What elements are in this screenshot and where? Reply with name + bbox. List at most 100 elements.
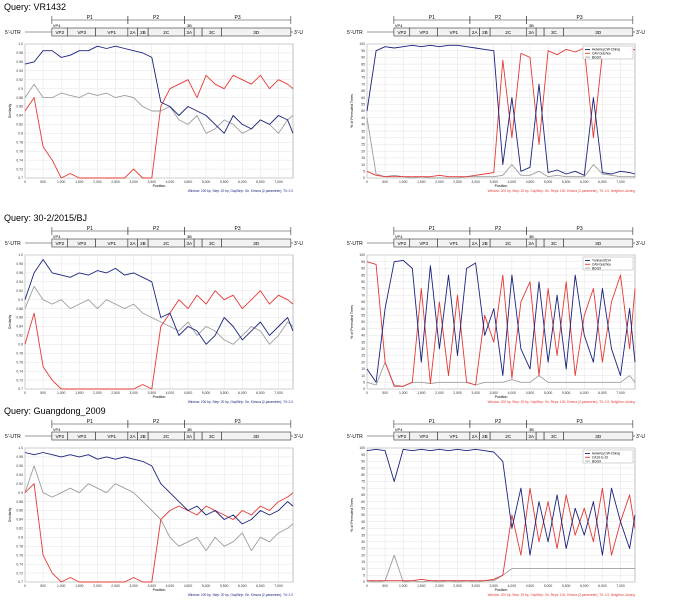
x-tick-label: 500 <box>382 584 388 588</box>
series-line-gray <box>24 285 294 345</box>
y-tick-label: 10 <box>361 567 365 571</box>
bootscan-plot-1: P1 P2 P3 3B VP4 5'-UTR VP2 VP3 VP1 2A 2B 2C 3A 3C 3D 3'… <box>347 15 645 193</box>
y-tick-label: 30 <box>361 540 365 544</box>
segment-label: VP1 <box>449 434 458 439</box>
y-tick-label: 95 <box>361 49 365 53</box>
y-tick-label: 35 <box>361 340 365 344</box>
y-tick-label: 0 <box>363 387 365 391</box>
utr5-label: 5'-UTR <box>347 30 363 36</box>
segment-label: VP1 <box>107 434 116 439</box>
y-tick-label: 1.0 <box>18 446 23 450</box>
footnote: Window: 200 bp, Step: 20 bp, GapStrip: O… <box>488 189 636 193</box>
x-tick-label: 7,000 <box>616 584 625 588</box>
y-tick-label: 75 <box>361 76 365 80</box>
y-tick-label: 70 <box>361 82 365 86</box>
region-label: P3 <box>577 226 583 232</box>
x-tick-label: 4,000 <box>508 180 517 184</box>
segment-label: 2A <box>130 241 137 246</box>
x-tick-label: 1,000 <box>399 180 408 184</box>
y-tick-label: 0.86 <box>16 105 23 109</box>
y-tick-label: 55 <box>361 507 365 511</box>
x-tick-label: 2,500 <box>111 180 120 184</box>
legend-entry: CA16-G-10 <box>592 456 608 460</box>
segment-label: VP3 <box>77 241 86 246</box>
segment-label: 2A <box>130 30 137 35</box>
x-tick-label: 6,500 <box>256 180 265 184</box>
segment-label: VP3 <box>419 434 428 439</box>
y-tick-label: 0 <box>363 176 365 180</box>
y-tick-label: 35 <box>361 533 365 537</box>
y-tick-label: 1.0 <box>18 253 23 257</box>
utr3-label: 3'-UTR <box>636 241 645 247</box>
utr3-label: 3'-UTR <box>294 434 303 440</box>
x-tick-label: 5,000 <box>202 584 211 588</box>
genome-segment <box>535 431 545 441</box>
y-tick-label: 0.84 <box>16 518 23 522</box>
y-tick-label: 5 <box>363 381 365 385</box>
y-tick-label: 0.7 <box>18 387 23 391</box>
x-axis-label: Position <box>495 395 508 399</box>
x-tick-label: 1,000 <box>57 584 66 588</box>
series-line-red <box>24 74 294 179</box>
query-title-2: Query: 30-2/2015/BJ <box>4 213 88 223</box>
segment-label-3b: 3B <box>187 234 192 239</box>
x-tick-label: 1,500 <box>417 584 426 588</box>
x-tick-label: 1,500 <box>75 180 84 184</box>
x-tick-label: 2,500 <box>111 584 120 588</box>
y-tick-label: 0.76 <box>16 360 23 364</box>
y-tick-label: 50 <box>361 109 365 113</box>
x-tick-label: 2,500 <box>453 180 462 184</box>
y-tick-label: 0.78 <box>16 544 23 548</box>
query-title-1: Query: VR1432 <box>4 2 67 12</box>
x-tick-label: 3,500 <box>490 391 499 395</box>
x-tick-label: 3,000 <box>129 391 138 395</box>
x-tick-label: 3,000 <box>129 584 138 588</box>
segment-label: 3C <box>551 30 558 35</box>
y-tick-label: 0.8 <box>18 132 23 136</box>
segment-label: 3C <box>551 434 558 439</box>
segment-label: 2B <box>482 434 488 439</box>
y-tick-label: 0 <box>363 580 365 584</box>
utr3-label: 3'-UTR <box>294 241 303 247</box>
x-tick-label: 500 <box>40 584 46 588</box>
segment-label: 2C <box>163 241 170 246</box>
legend-box <box>582 45 634 60</box>
y-tick-label: 55 <box>361 103 365 107</box>
y-tick-label: 0.8 <box>18 343 23 347</box>
segment-label-3b: 3B <box>187 427 192 432</box>
region-label: P3 <box>577 419 583 425</box>
y-tick-label: 0.74 <box>16 562 23 566</box>
region-label: P3 <box>577 15 583 21</box>
segment-label: 2A <box>472 30 479 35</box>
series-line-blue <box>366 44 636 176</box>
x-tick-label: 5,500 <box>562 391 571 395</box>
series-line-red <box>367 487 636 582</box>
segment-label: 2B <box>140 434 146 439</box>
x-axis-label: Position <box>495 588 508 592</box>
x-tick-label: 1,000 <box>399 391 408 395</box>
x-tick-label: 5,500 <box>220 180 229 184</box>
y-tick-label: 0.76 <box>16 553 23 557</box>
segment-label: VP3 <box>77 434 86 439</box>
x-tick-label: 6,000 <box>238 584 247 588</box>
y-tick-label: 50 <box>361 513 365 517</box>
y-tick-label: 75 <box>361 480 365 484</box>
x-tick-label: 6,500 <box>598 584 607 588</box>
y-tick-label: 50 <box>361 320 365 324</box>
y-tick-label: 5 <box>363 574 365 578</box>
x-tick-label: 6,500 <box>598 391 607 395</box>
x-tick-label: 4,500 <box>526 584 535 588</box>
x-axis-label: Position <box>153 395 166 399</box>
y-tick-label: 10 <box>361 163 365 167</box>
x-tick-label: 500 <box>382 391 388 395</box>
y-tick-label: 0.94 <box>16 69 23 73</box>
x-tick-label: 7,000 <box>616 391 625 395</box>
region-label: P2 <box>495 226 501 232</box>
y-axis-label: % of Permuted Trees <box>350 94 354 128</box>
x-tick-label: 3,000 <box>471 584 480 588</box>
y-tick-label: 5 <box>363 170 365 174</box>
x-tick-label: 6,500 <box>256 584 265 588</box>
region-label: P1 <box>87 15 93 21</box>
x-tick-label: 5,000 <box>544 584 553 588</box>
